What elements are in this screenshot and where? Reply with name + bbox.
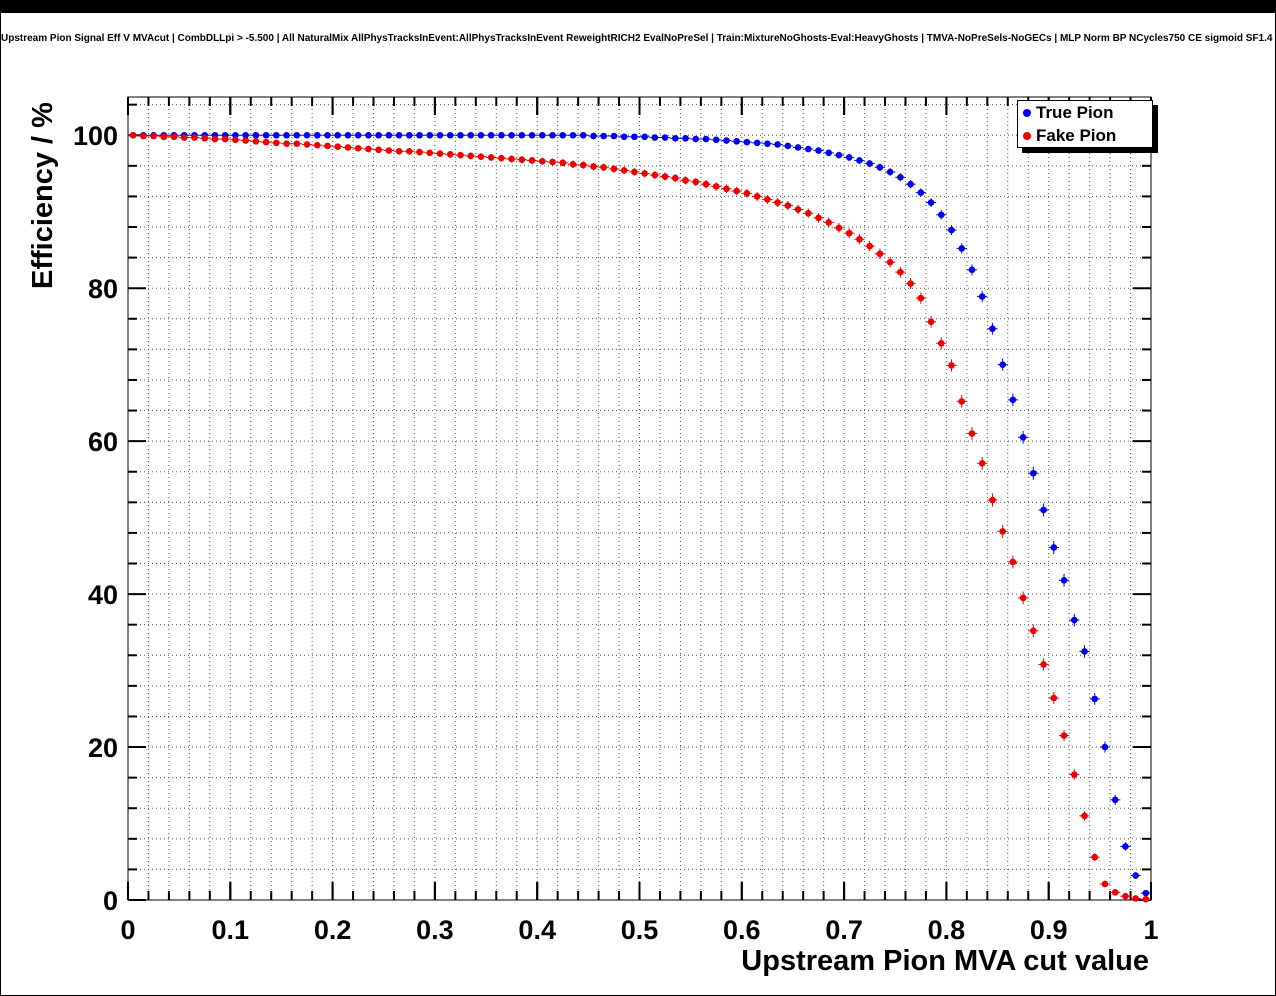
svg-text:0: 0 bbox=[120, 915, 135, 945]
svg-text:20: 20 bbox=[88, 733, 118, 763]
plot-title: Upstream Pion Signal Eff V MVAcut | Comb… bbox=[1, 33, 1276, 44]
legend-item-true-pion: True Pion bbox=[1018, 101, 1152, 124]
svg-text:0.5: 0.5 bbox=[621, 915, 659, 945]
svg-text:0.1: 0.1 bbox=[212, 915, 250, 945]
svg-text:0.8: 0.8 bbox=[928, 915, 966, 945]
svg-text:0.2: 0.2 bbox=[314, 915, 352, 945]
grid bbox=[128, 97, 1151, 900]
y-axis-title: Efficiency / % bbox=[27, 102, 59, 289]
svg-text:0.4: 0.4 bbox=[518, 915, 556, 945]
legend-item-fake-pion: Fake Pion bbox=[1018, 124, 1152, 147]
x-axis-title: Upstream Pion MVA cut value bbox=[741, 945, 1149, 977]
svg-text:80: 80 bbox=[88, 274, 118, 304]
svg-text:0.3: 0.3 bbox=[416, 915, 454, 945]
legend-label-fake-pion: Fake Pion bbox=[1036, 125, 1117, 145]
svg-text:0.7: 0.7 bbox=[825, 915, 863, 945]
legend-label-true-pion: True Pion bbox=[1036, 102, 1114, 122]
x-tick-labels: 0 0.1 0.2 0.3 0.4 0.5 0.6 0.7 0.8 0.9 1 bbox=[120, 915, 1158, 945]
axis-ticks bbox=[127, 97, 1152, 901]
series-true-pion bbox=[128, 131, 1151, 897]
legend: True Pion Fake Pion bbox=[1017, 100, 1153, 148]
y-tick-labels: 0 20 40 60 80 100 bbox=[73, 121, 118, 916]
svg-text:60: 60 bbox=[88, 427, 118, 457]
svg-text:1: 1 bbox=[1143, 915, 1158, 945]
svg-text:0.6: 0.6 bbox=[723, 915, 761, 945]
svg-text:0.9: 0.9 bbox=[1030, 915, 1068, 945]
window-top-border bbox=[1, 1, 1275, 13]
svg-text:100: 100 bbox=[73, 121, 118, 151]
svg-text:0: 0 bbox=[103, 886, 118, 916]
fake-pion-marker-icon bbox=[1023, 131, 1031, 140]
series-fake-pion bbox=[128, 131, 1151, 903]
svg-text:40: 40 bbox=[88, 580, 118, 610]
true-pion-marker-icon bbox=[1023, 108, 1031, 117]
